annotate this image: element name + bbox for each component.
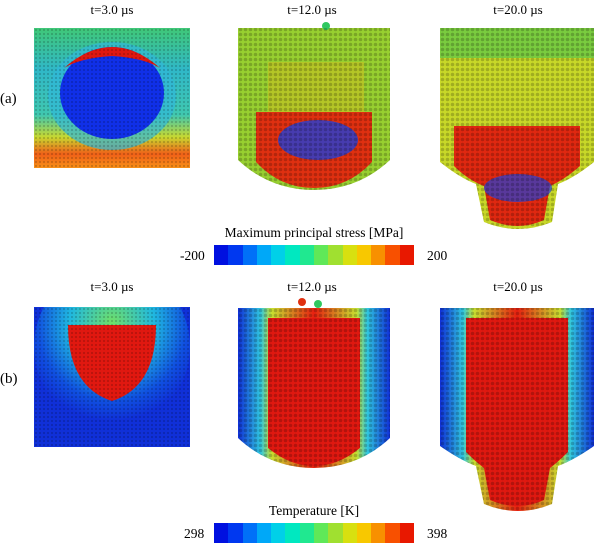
colorbar-swatch xyxy=(313,245,329,265)
time-label-a-3: t=20.0 µs xyxy=(493,2,543,17)
colorbar-swatch xyxy=(214,245,229,265)
colorbar-swatch xyxy=(242,245,257,265)
colorbar-swatch xyxy=(342,245,357,265)
stress-colorbar-max: 200 xyxy=(427,248,448,263)
colorbar-swatch xyxy=(356,245,372,265)
colorbar-swatch xyxy=(299,523,314,543)
stress-colorbar-min: -200 xyxy=(180,248,205,263)
temperature-colorbar-min: 298 xyxy=(184,526,205,541)
row-label-a: (a) xyxy=(0,91,17,107)
colorbar-swatch xyxy=(371,245,386,265)
stress-colorbar xyxy=(214,245,414,265)
temperature-colorbar-max: 398 xyxy=(427,526,448,541)
colorbar-swatch xyxy=(385,523,400,543)
temperature-colorbar-title: Temperature [K] xyxy=(268,503,360,518)
stress-plot-t20 xyxy=(440,28,594,229)
colorbar-swatch xyxy=(371,523,386,543)
stress-plot-t3 xyxy=(34,28,190,168)
colorbar-swatch xyxy=(399,523,414,543)
colorbar-swatch xyxy=(299,245,314,265)
row-label-b: (b) xyxy=(0,371,18,387)
colorbar-swatch xyxy=(285,245,300,265)
temperature-plot-t20 xyxy=(440,308,594,511)
colorbar-swatch xyxy=(242,523,257,543)
colorbar-swatch xyxy=(271,523,286,543)
colorbar-swatch xyxy=(271,245,286,265)
colorbar-swatch xyxy=(399,245,414,265)
stress-plot-t12 xyxy=(238,22,390,190)
time-label-b-2: t=12.0 µs xyxy=(287,279,337,294)
time-label-b-3: t=20.0 µs xyxy=(493,279,543,294)
colorbar-swatch xyxy=(228,245,243,265)
time-label-a-1: t=3.0 µs xyxy=(90,2,134,17)
temperature-plot-t3 xyxy=(34,307,190,447)
colorbar-swatch xyxy=(328,523,343,543)
temperature-plot-t12 xyxy=(238,298,390,468)
colorbar-swatch xyxy=(256,523,272,543)
colorbar-swatch xyxy=(228,523,243,543)
colorbar-swatch xyxy=(342,523,357,543)
colorbar-swatch xyxy=(313,523,329,543)
time-label-b-1: t=3.0 µs xyxy=(90,279,134,294)
colorbar-swatch xyxy=(256,245,272,265)
colorbar-swatch xyxy=(385,245,400,265)
colorbar-swatch xyxy=(328,245,343,265)
time-label-a-2: t=12.0 µs xyxy=(287,2,337,17)
temperature-colorbar xyxy=(214,523,414,543)
colorbar-swatch xyxy=(285,523,300,543)
colorbar-swatch xyxy=(214,523,229,543)
colorbar-swatch xyxy=(356,523,372,543)
stress-colorbar-title: Maximum principal stress [MPa] xyxy=(224,225,404,240)
